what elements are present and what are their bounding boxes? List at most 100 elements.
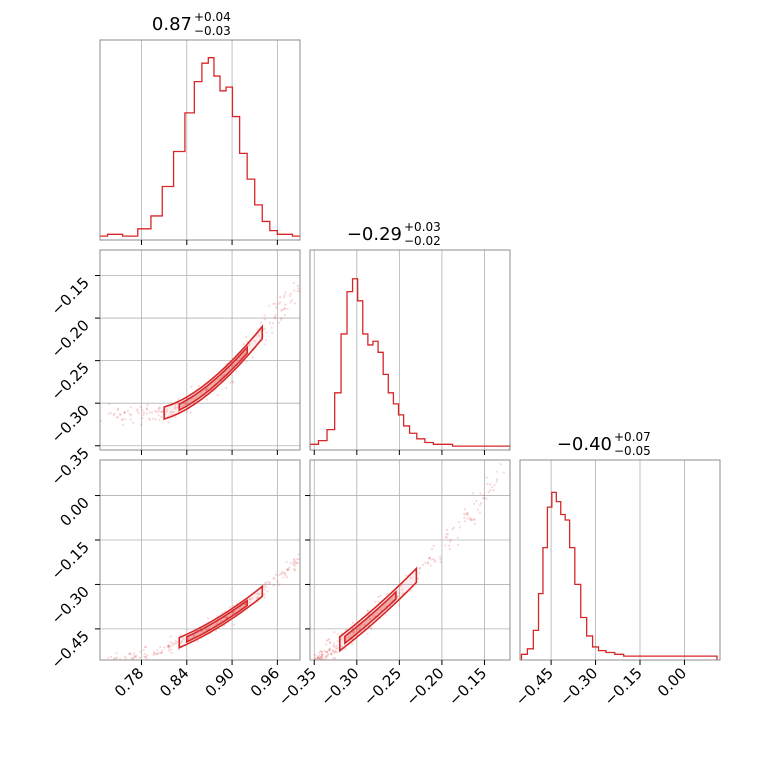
sample-point bbox=[316, 656, 320, 659]
sample-point bbox=[225, 386, 228, 389]
sample-point bbox=[280, 309, 283, 312]
sample-point bbox=[251, 597, 254, 600]
y-tick-label: −0.25 bbox=[48, 359, 93, 404]
sample-point bbox=[320, 661, 322, 663]
sample-point bbox=[109, 411, 112, 415]
sample-point bbox=[333, 657, 337, 660]
sample-point bbox=[156, 648, 159, 652]
sample-point bbox=[184, 402, 187, 405]
sample-point bbox=[107, 656, 110, 659]
panel-plot-area bbox=[310, 460, 510, 665]
sample-point bbox=[121, 418, 124, 421]
sample-point bbox=[469, 516, 472, 520]
sample-point bbox=[168, 644, 171, 647]
sample-point bbox=[472, 518, 476, 521]
sample-point bbox=[143, 655, 146, 658]
sample-point bbox=[316, 661, 318, 663]
sample-point bbox=[189, 411, 192, 414]
sample-point bbox=[325, 650, 328, 654]
panel-frame bbox=[99, 39, 301, 241]
sample-point bbox=[433, 559, 436, 562]
x-tick-label: −0.15 bbox=[601, 664, 646, 709]
scatter-panel-p0-p2: 0.78 0.84 0.90 0.960.00−0.15−0.30−0.45 bbox=[48, 459, 301, 700]
sample-point bbox=[157, 409, 160, 413]
sample-point bbox=[272, 577, 275, 580]
sample-point bbox=[334, 651, 337, 654]
sample-point bbox=[133, 661, 135, 663]
sample-point bbox=[114, 657, 117, 660]
sample-point bbox=[314, 657, 317, 660]
sample-point bbox=[296, 557, 299, 561]
sample-point bbox=[316, 657, 319, 660]
sample-point bbox=[279, 301, 282, 304]
sample-point bbox=[145, 412, 148, 415]
sample-point bbox=[115, 652, 118, 655]
sample-point bbox=[293, 289, 296, 292]
sample-point bbox=[114, 665, 116, 667]
sample-point bbox=[418, 572, 421, 575]
sample-point bbox=[325, 639, 328, 642]
sample-point bbox=[490, 486, 494, 489]
sample-point bbox=[128, 652, 131, 655]
sample-point bbox=[323, 661, 325, 663]
sample-point bbox=[458, 526, 461, 529]
sample-point bbox=[112, 657, 116, 660]
sample-point bbox=[466, 514, 469, 517]
sample-point bbox=[129, 406, 132, 409]
sample-point bbox=[296, 284, 299, 287]
panel-plot-area bbox=[520, 460, 718, 660]
sample-point bbox=[205, 388, 208, 391]
sample-point bbox=[144, 646, 147, 649]
sample-point bbox=[284, 291, 287, 294]
sample-point bbox=[351, 621, 355, 624]
sample-point bbox=[128, 653, 131, 656]
x-tick-label: 0.84 bbox=[156, 664, 192, 700]
sample-point bbox=[171, 642, 174, 645]
panel-frame bbox=[99, 249, 301, 451]
sample-point bbox=[138, 656, 141, 659]
sample-point bbox=[320, 653, 323, 656]
sample-point bbox=[116, 407, 120, 410]
sample-point bbox=[225, 616, 228, 619]
sample-point bbox=[286, 568, 290, 571]
contour-inner bbox=[178, 345, 248, 412]
sample-point bbox=[268, 304, 271, 307]
sample-point bbox=[473, 518, 476, 521]
y-tick-label: −0.15 bbox=[48, 274, 93, 319]
sample-point bbox=[163, 646, 166, 649]
sample-point bbox=[457, 543, 460, 546]
sample-point bbox=[319, 661, 321, 663]
sample-point bbox=[344, 647, 347, 650]
y-tick-label: −0.30 bbox=[48, 583, 93, 628]
sample-point bbox=[293, 302, 296, 305]
sample-point bbox=[463, 508, 467, 511]
sample-point bbox=[295, 561, 298, 564]
sample-point bbox=[229, 381, 232, 384]
sample-point bbox=[196, 640, 199, 643]
sample-point bbox=[282, 571, 285, 574]
sample-point bbox=[333, 645, 336, 648]
sample-point bbox=[220, 619, 223, 622]
sample-point bbox=[489, 489, 492, 492]
param-median: 0.87 bbox=[152, 14, 192, 35]
sample-point bbox=[243, 602, 247, 606]
sample-point bbox=[148, 418, 152, 421]
sample-point bbox=[282, 576, 285, 579]
x-tick-label: −0.25 bbox=[360, 664, 405, 709]
contour-outer bbox=[178, 584, 264, 649]
sample-point bbox=[263, 318, 266, 321]
sample-point bbox=[293, 559, 296, 562]
sample-point bbox=[322, 663, 324, 665]
x-tick-label: 0.90 bbox=[202, 664, 238, 700]
sample-point bbox=[470, 519, 473, 522]
sample-point bbox=[137, 411, 140, 415]
sample-point bbox=[157, 408, 160, 411]
sample-point bbox=[131, 657, 135, 660]
sample-point bbox=[174, 416, 177, 419]
sample-point bbox=[329, 641, 332, 644]
sample-point bbox=[293, 560, 296, 563]
sample-point bbox=[330, 653, 333, 656]
sample-point bbox=[451, 528, 454, 531]
sample-point bbox=[238, 356, 242, 359]
sample-point bbox=[277, 321, 280, 324]
